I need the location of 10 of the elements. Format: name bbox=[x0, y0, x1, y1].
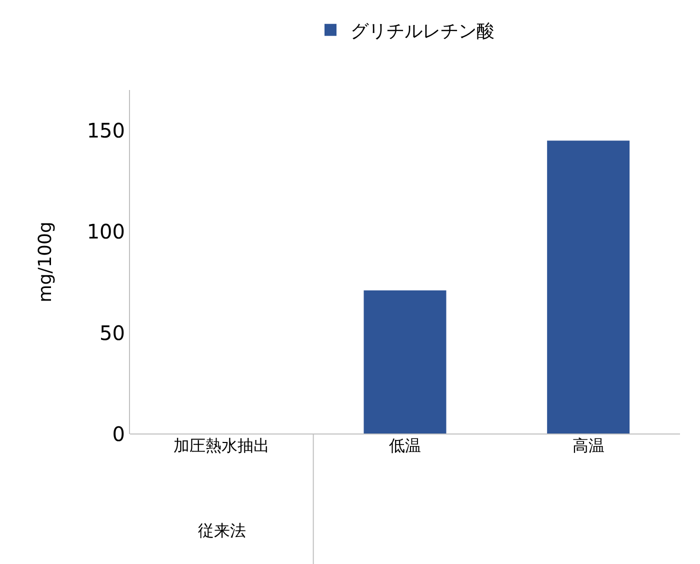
legend-label: グリチルレチン酸 bbox=[350, 20, 494, 42]
y-tick-label: 150 bbox=[86, 118, 125, 142]
x-tick-label: 低温 bbox=[389, 436, 421, 455]
y-axis-title: mg/100g bbox=[35, 222, 56, 302]
x-tick-label: 加圧熱水抽出 bbox=[174, 436, 270, 455]
y-tick-label: 0 bbox=[112, 422, 125, 446]
y-tick-label: 50 bbox=[100, 320, 125, 345]
y-tick-label: 100 bbox=[86, 220, 125, 244]
x-tick-label: 高温 bbox=[572, 436, 604, 455]
text: 従来法 bbox=[198, 521, 246, 540]
